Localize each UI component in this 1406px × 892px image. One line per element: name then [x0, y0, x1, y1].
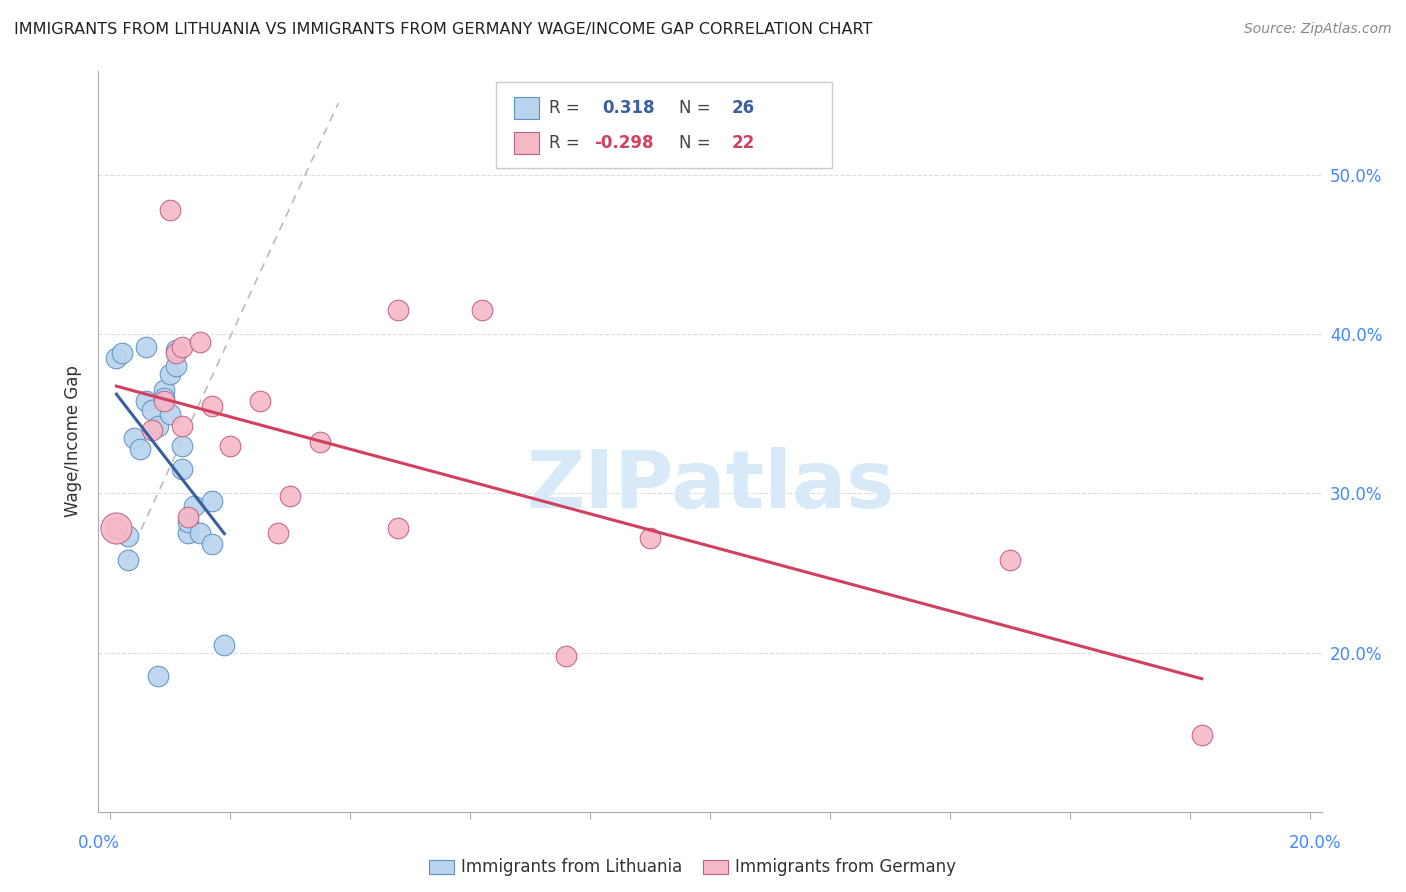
Text: 26: 26: [733, 99, 755, 118]
Point: [165, 359, 187, 373]
Point: [141, 403, 163, 417]
Text: N =: N =: [679, 134, 711, 153]
Text: ZIPatlas: ZIPatlas: [526, 447, 894, 525]
Text: N =: N =: [679, 99, 711, 118]
Y-axis label: Wage/Income Gap: Wage/Income Gap: [65, 366, 83, 517]
Point: [105, 521, 128, 535]
Point: [201, 494, 224, 508]
Text: R =: R =: [548, 134, 579, 153]
Point: [165, 346, 187, 360]
Point: [148, 669, 170, 683]
Point: [105, 521, 128, 535]
Point: [159, 407, 181, 421]
Point: [172, 419, 194, 434]
FancyBboxPatch shape: [515, 132, 538, 154]
Point: [124, 431, 146, 445]
Point: [153, 393, 176, 408]
Text: -0.298: -0.298: [593, 134, 654, 153]
Point: [555, 648, 578, 663]
Text: 0.0%: 0.0%: [77, 834, 120, 852]
Point: [172, 340, 194, 354]
Point: [153, 383, 176, 397]
Point: [278, 490, 301, 504]
Point: [159, 202, 181, 217]
Text: R =: R =: [548, 99, 579, 118]
Point: [1191, 728, 1213, 742]
Point: [183, 499, 205, 513]
Point: [177, 510, 200, 524]
Point: [214, 638, 236, 652]
Text: Source: ZipAtlas.com: Source: ZipAtlas.com: [1244, 22, 1392, 37]
Point: [172, 438, 194, 452]
Point: [153, 391, 176, 405]
Point: [117, 529, 139, 543]
Text: 20.0%: 20.0%: [1288, 834, 1341, 852]
Text: IMMIGRANTS FROM LITHUANIA VS IMMIGRANTS FROM GERMANY WAGE/INCOME GAP CORRELATION: IMMIGRANTS FROM LITHUANIA VS IMMIGRANTS …: [14, 22, 873, 37]
Point: [309, 435, 332, 450]
Point: [141, 423, 163, 437]
Point: [117, 553, 139, 567]
Point: [219, 438, 242, 452]
Point: [135, 393, 157, 408]
Point: [165, 343, 187, 357]
Point: [638, 531, 661, 545]
Point: [188, 526, 211, 541]
Point: [387, 303, 409, 318]
FancyBboxPatch shape: [515, 97, 538, 120]
Point: [111, 346, 134, 360]
Point: [135, 340, 157, 354]
Point: [249, 393, 271, 408]
Point: [471, 303, 494, 318]
Text: Immigrants from Germany: Immigrants from Germany: [735, 858, 956, 876]
Text: 0.318: 0.318: [602, 99, 655, 118]
Point: [998, 553, 1021, 567]
Point: [129, 442, 152, 456]
Point: [387, 521, 409, 535]
Point: [267, 526, 290, 541]
Text: 22: 22: [733, 134, 755, 153]
Point: [105, 351, 128, 365]
Point: [159, 367, 181, 381]
Point: [177, 526, 200, 541]
FancyBboxPatch shape: [496, 82, 832, 168]
Point: [177, 515, 200, 529]
Text: Immigrants from Lithuania: Immigrants from Lithuania: [461, 858, 682, 876]
Point: [148, 419, 170, 434]
Point: [172, 462, 194, 476]
Point: [188, 334, 211, 349]
Point: [201, 399, 224, 413]
Point: [201, 537, 224, 551]
